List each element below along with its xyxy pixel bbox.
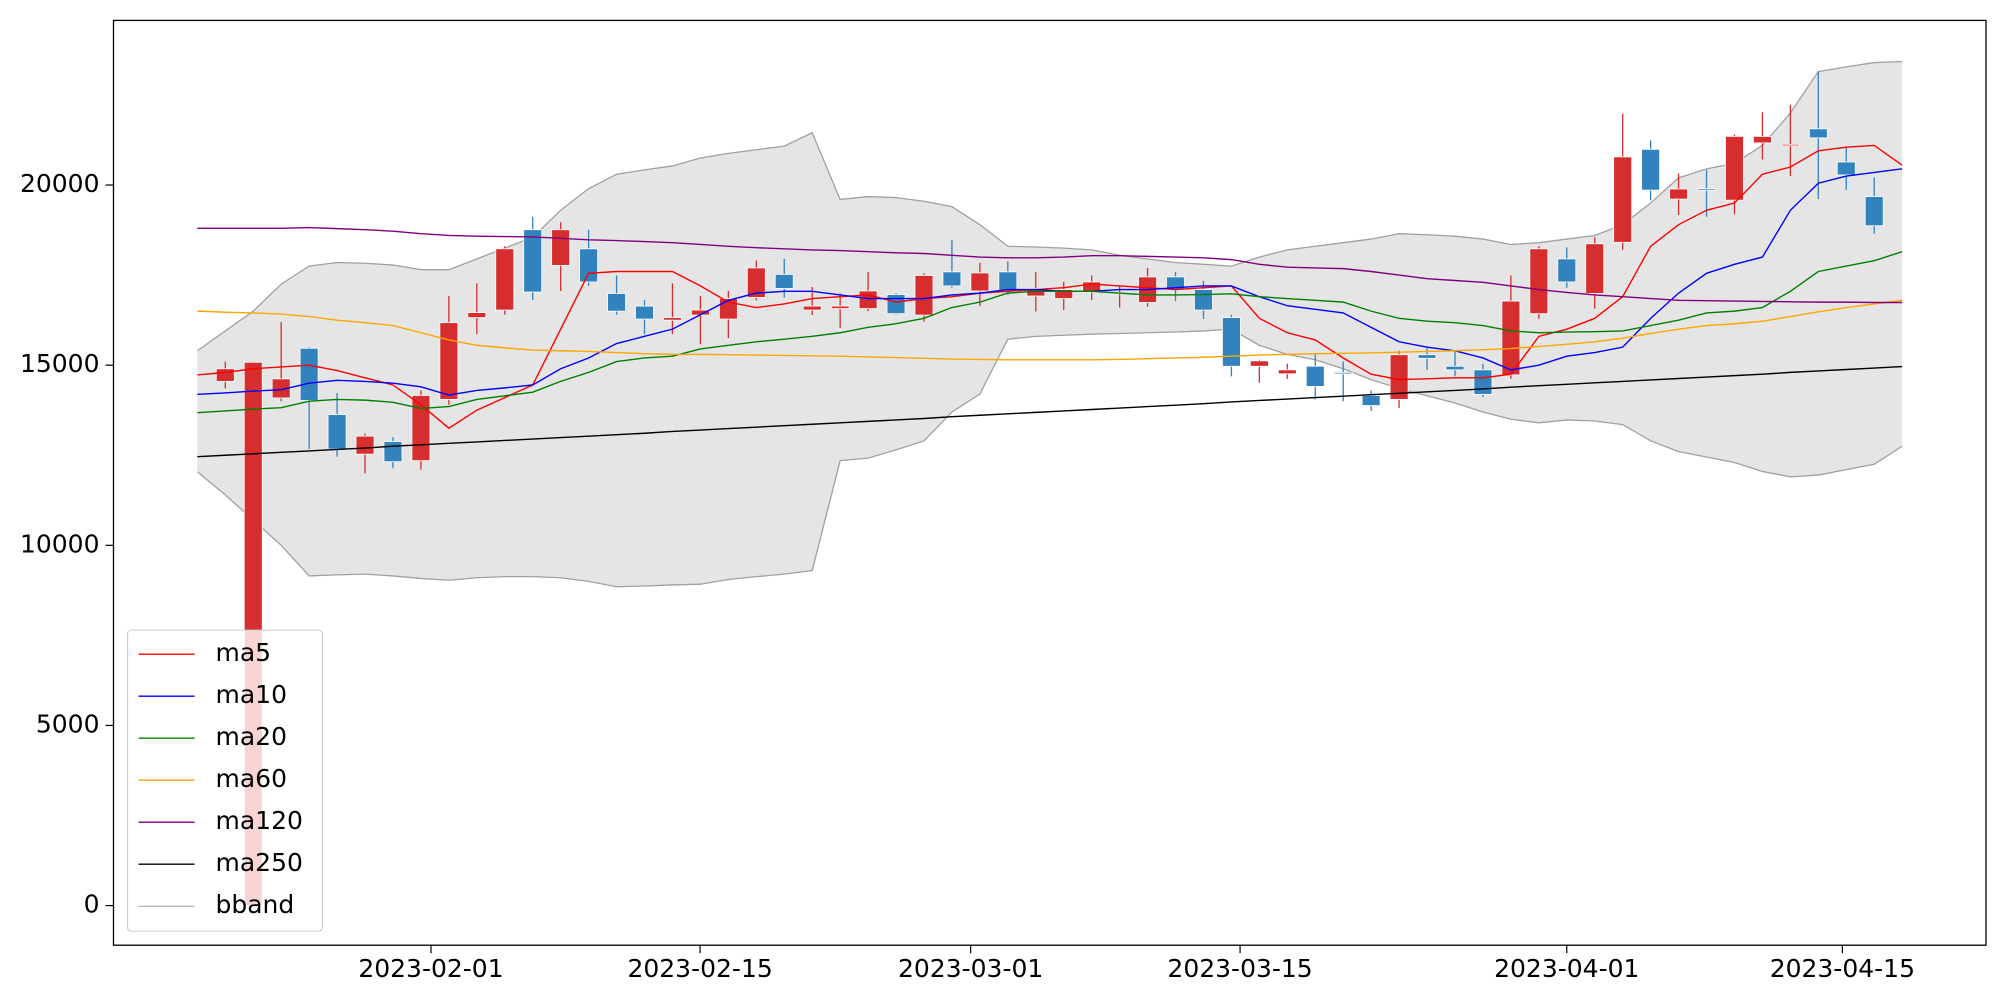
legend-label: ma60 xyxy=(216,764,287,793)
legend-box xyxy=(126,629,324,932)
candle-body xyxy=(1836,161,1856,176)
candle-body xyxy=(1473,369,1493,395)
axes-frame xyxy=(112,19,1987,946)
candle-body xyxy=(1501,300,1521,376)
candle-body xyxy=(663,317,682,321)
legend-label: ma120 xyxy=(216,806,303,835)
ma-line xyxy=(197,365,1903,458)
candle-body xyxy=(1753,136,1772,144)
candle-body xyxy=(1725,136,1744,201)
candle-body xyxy=(1529,248,1549,315)
candle-body xyxy=(998,271,1018,292)
candle-body xyxy=(802,305,822,311)
x-tick-label: 2023-02-15 xyxy=(627,954,772,983)
ma-line xyxy=(197,299,1903,361)
candle-body xyxy=(858,290,878,310)
candle-body xyxy=(215,368,235,382)
y-tick-label: 5000 xyxy=(36,709,100,738)
legend-label: ma10 xyxy=(216,680,287,709)
candle-body xyxy=(1585,243,1605,294)
candle-body xyxy=(774,273,794,289)
bband-fill xyxy=(197,61,1903,587)
ma-line xyxy=(197,168,1903,396)
candle-body xyxy=(970,272,990,292)
legend-label: bband xyxy=(216,890,295,919)
candle-body xyxy=(467,312,487,319)
candle-body xyxy=(1389,354,1409,400)
candle-body xyxy=(299,347,319,401)
candle-body xyxy=(1054,289,1074,299)
candle-body xyxy=(1864,196,1884,227)
x-tick-label: 2023-04-15 xyxy=(1770,954,1915,983)
candle-body xyxy=(746,267,766,298)
candle-body xyxy=(1194,289,1213,311)
candle-body xyxy=(439,322,459,400)
ma-line xyxy=(197,144,1903,430)
candle-body xyxy=(1613,156,1633,243)
bband-lower xyxy=(196,328,1903,588)
legend-label: ma5 xyxy=(216,638,272,667)
legend-label: ma20 xyxy=(216,722,287,751)
candle-body xyxy=(914,275,934,316)
candle-body xyxy=(1277,369,1297,375)
candle-body xyxy=(1417,354,1437,359)
candle-body xyxy=(1808,128,1828,139)
candle-body xyxy=(942,271,962,287)
candle-body xyxy=(1222,317,1241,367)
candle-body xyxy=(495,248,515,311)
candle-body xyxy=(1445,365,1465,371)
candle-body xyxy=(830,305,850,310)
candle-body xyxy=(271,378,291,399)
candle-body xyxy=(635,305,654,320)
candle-body xyxy=(1333,371,1353,375)
candle-body xyxy=(886,294,906,315)
candle-body xyxy=(355,435,375,455)
x-tick-label: 2023-02-01 xyxy=(358,954,503,983)
candle-body xyxy=(1082,281,1102,293)
candle-body xyxy=(1780,143,1800,147)
x-tick-label: 2023-04-01 xyxy=(1494,954,1639,983)
candle-body xyxy=(383,441,403,463)
ma-line xyxy=(197,226,1903,304)
candle-body xyxy=(523,229,543,293)
candle-body xyxy=(1557,258,1577,283)
candle-body xyxy=(579,248,599,283)
candle-body xyxy=(1361,395,1381,406)
candle-body xyxy=(1669,188,1688,200)
candle-body xyxy=(607,293,626,312)
y-tick-label: 0 xyxy=(84,890,100,919)
candle-body xyxy=(1697,188,1716,191)
x-tick-label: 2023-03-01 xyxy=(898,954,1043,983)
candle-body xyxy=(1641,148,1661,191)
candle-body xyxy=(1249,360,1269,367)
legend-label: ma250 xyxy=(216,848,303,877)
legend: ma5 ma10 ma20 ma60 ma120 ma250 bband xyxy=(126,629,324,932)
candle-body xyxy=(1305,365,1325,387)
y-tick-label: 20000 xyxy=(20,169,100,198)
candle-body xyxy=(551,229,571,266)
y-tick-label: 15000 xyxy=(20,349,100,378)
candle-body xyxy=(327,414,347,450)
y-tick-label: 10000 xyxy=(20,529,100,558)
ma-line xyxy=(197,251,1903,414)
x-tick-label: 2023-03-15 xyxy=(1167,954,1312,983)
